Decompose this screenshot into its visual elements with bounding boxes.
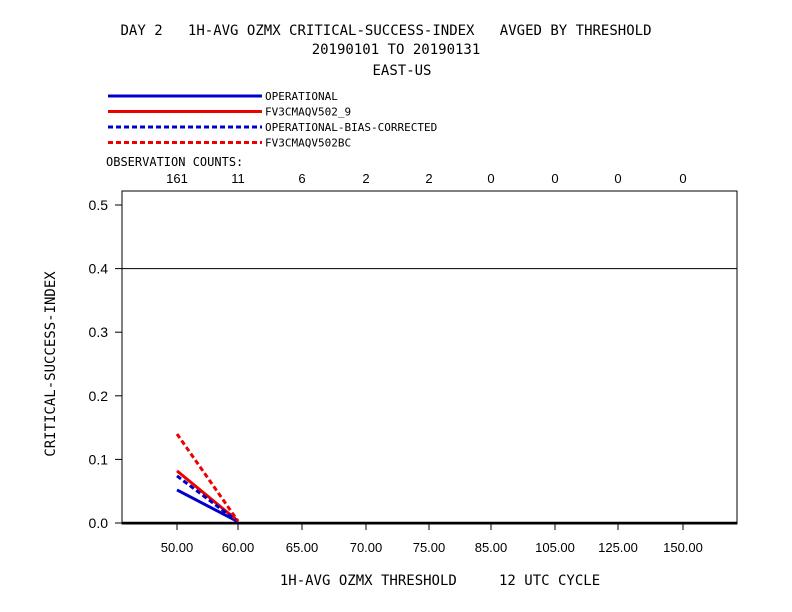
observation-count: 0 xyxy=(551,171,558,186)
observation-count: 0 xyxy=(679,171,686,186)
series-line xyxy=(175,433,240,522)
y-tick-label: 0.0 xyxy=(89,515,109,531)
observation-count: 11 xyxy=(231,171,245,186)
legend-label: FV3CMAQV502BC xyxy=(265,137,351,150)
x-tick-label: 60.00 xyxy=(222,540,255,555)
y-tick-label: 0.3 xyxy=(89,324,109,340)
x-tick-label: 70.00 xyxy=(350,540,383,555)
x-tick-label: 65.00 xyxy=(286,540,319,555)
x-tick-label: 50.00 xyxy=(161,540,194,555)
x-tick-label: 75.00 xyxy=(413,540,446,555)
y-tick-label: 0.4 xyxy=(89,261,109,277)
x-tick-label: 150.00 xyxy=(663,540,703,555)
observation-counts-label: OBSERVATION COUNTS: xyxy=(106,155,243,169)
x-tick-label: 85.00 xyxy=(475,540,508,555)
legend-label: OPERATIONAL xyxy=(265,90,338,103)
x-tick-label: 105.00 xyxy=(535,540,575,555)
chart-region: EAST-US xyxy=(372,63,431,79)
series-line xyxy=(176,488,239,524)
chart-title: DAY 2 1H-AVG OZMX CRITICAL-SUCCESS-INDEX… xyxy=(120,23,651,39)
series-line xyxy=(176,474,239,523)
observation-count: 0 xyxy=(614,171,621,186)
observation-counts: 161 11 6 2 2 0 0 0 0 xyxy=(166,171,686,186)
plot-frame xyxy=(121,190,738,525)
series-lines xyxy=(175,433,240,524)
x-tick-label: 125.00 xyxy=(598,540,638,555)
x-axis-label: 1H-AVG OZMX THRESHOLD 12 UTC CYCLE xyxy=(280,573,600,589)
observation-count: 2 xyxy=(425,171,432,186)
y-tick-label: 0.1 xyxy=(89,451,109,467)
legend-label: OPERATIONAL-BIAS-CORRECTED xyxy=(265,121,437,134)
chart-subtitle: 20190101 TO 20190131 xyxy=(312,42,481,58)
observation-count: 2 xyxy=(362,171,369,186)
observation-count: 6 xyxy=(298,171,305,186)
y-tick-label: 0.5 xyxy=(89,197,109,213)
observation-count: 0 xyxy=(487,171,494,186)
series-line xyxy=(176,469,239,523)
legend: OPERATIONAL FV3CMAQV502_9 OPERATIONAL-BIAS… xyxy=(108,90,437,150)
y-tick-label: 0.2 xyxy=(89,388,109,404)
legend-label: FV3CMAQV502_9 xyxy=(265,106,351,119)
observation-count: 161 xyxy=(166,171,188,186)
x-axis: 50.00 60.00 65.00 70.00 75.00 85.00 105.00 125.… xyxy=(161,524,703,555)
y-axis: 0.0 0.1 0.2 0.3 0.4 0.5 xyxy=(89,197,122,531)
y-axis-label: CRITICAL-SUCCESS-INDEX xyxy=(43,271,59,457)
